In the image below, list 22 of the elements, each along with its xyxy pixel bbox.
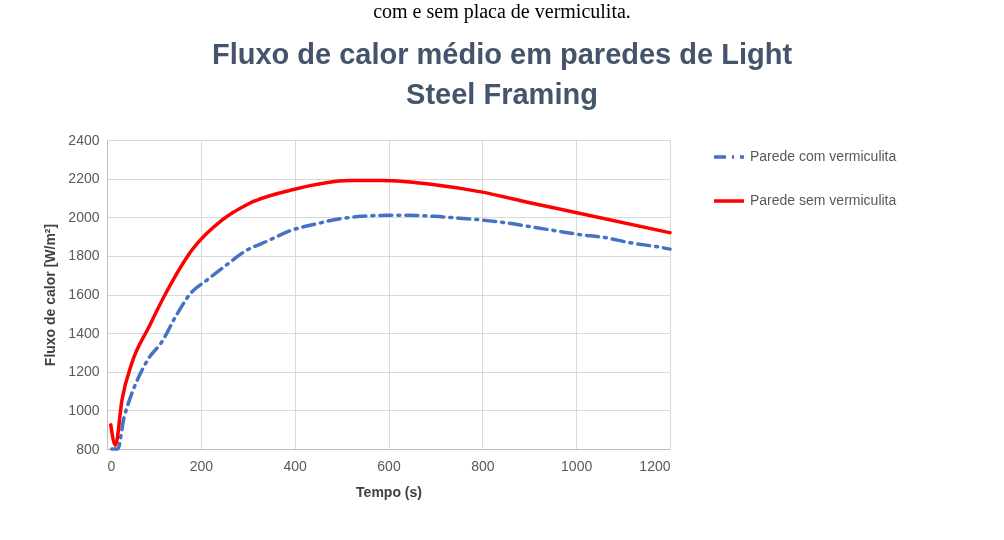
y-tick-label: 1000: [68, 401, 100, 418]
y-tick-label: 1600: [68, 286, 100, 302]
x-axis-title: Tempo (s): [356, 483, 422, 500]
chart-title: Fluxo de calor médio em paredes de Light Steel Framing: [210, 37, 794, 112]
y-tick-label: 2200: [68, 170, 100, 187]
x-tick-label: 0: [107, 457, 116, 474]
text: com e sem placa de vermiculita.: [372, 0, 632, 23]
y-tick-label: 2400: [68, 131, 100, 148]
y-tick-label: 1800: [68, 247, 100, 264]
x-tick-label: 800: [471, 457, 495, 474]
x-tick-label: 1000: [561, 457, 593, 474]
y-axis-title: Fluxo de calor [W/m²]: [42, 223, 59, 367]
y-tick-label: 1400: [68, 324, 100, 341]
y-tick-label: 800: [76, 440, 100, 457]
legend-label: Parede com vermiculita: [750, 148, 897, 164]
legend-label: Parede sem vermiculita: [750, 192, 897, 208]
y-tick-label: 1200: [68, 363, 100, 380]
y-tick-label: 2000: [68, 208, 100, 225]
x-tick-label: 1200: [639, 457, 671, 474]
x-tick-label: 200: [189, 457, 214, 474]
x-tick-label: 600: [377, 457, 401, 474]
x-tick-label: 400: [283, 457, 308, 474]
